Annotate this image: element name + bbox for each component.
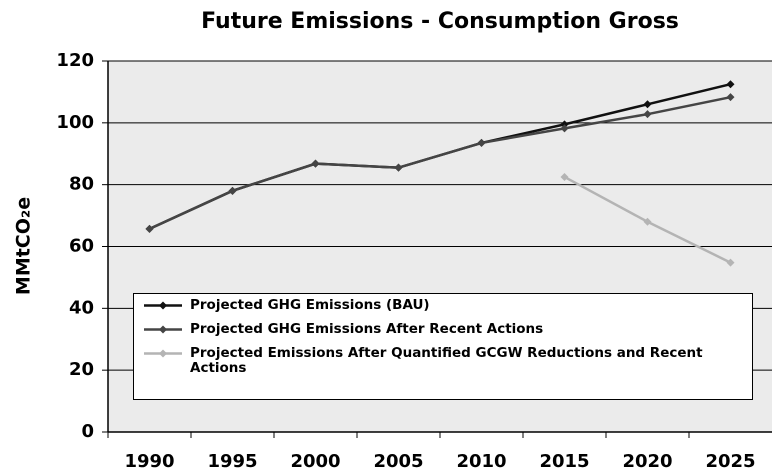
point [394, 163, 403, 172]
legend-swatch [144, 301, 182, 310]
x-tick-label: 2000 [290, 451, 340, 472]
legend-label: Projected GHG Emissions After Recent Act… [190, 321, 544, 337]
point [726, 80, 735, 89]
point [726, 93, 735, 102]
y-axis-label: MMtCO₂e [13, 197, 35, 295]
x-tick-label: 2015 [539, 451, 589, 472]
point [311, 159, 320, 168]
y-tick-label: 0 [81, 421, 94, 442]
chart-title: Future Emissions - Consumption Gross [201, 9, 679, 34]
x-tick-label: 2020 [622, 451, 672, 472]
legend-marker [159, 349, 167, 358]
point [726, 258, 735, 267]
x-tick-label: 1995 [207, 451, 257, 472]
legend-label: Projected Emissions After Quantified GCG… [190, 345, 703, 376]
y-tick-label: 60 [69, 236, 94, 257]
legend-swatch [144, 349, 182, 358]
legend-marker [159, 301, 167, 310]
point [560, 172, 569, 181]
legend: Projected GHG Emissions (BAU) Projected G… [133, 293, 753, 400]
point [643, 217, 652, 226]
legend-marker [159, 325, 167, 334]
x-tick-label: 1990 [124, 451, 174, 472]
x-tick-label: 2005 [373, 451, 423, 472]
point [643, 110, 652, 119]
y-tick-label: 20 [69, 359, 94, 380]
legend-entry: Projected GHG Emissions (BAU) [140, 298, 752, 313]
point [560, 120, 569, 129]
point [228, 186, 237, 195]
legend-entry: Projected Emissions After Quantified GCG… [140, 346, 752, 376]
x-tick-label: 2010 [456, 451, 506, 472]
series-line [148, 95, 731, 231]
point [477, 138, 486, 147]
legend-label: Projected GHG Emissions (BAU) [190, 297, 430, 313]
point [560, 124, 569, 133]
legend-swatch [144, 325, 182, 334]
x-tick-label: 2025 [705, 451, 755, 472]
y-tick-label: 80 [69, 174, 94, 195]
point [643, 100, 652, 109]
legend-entry: Projected GHG Emissions After Recent Act… [140, 322, 752, 337]
point [145, 224, 154, 233]
y-tick-label: 100 [56, 112, 94, 133]
y-tick-label: 40 [69, 297, 94, 318]
y-tick-label: 120 [56, 50, 94, 71]
